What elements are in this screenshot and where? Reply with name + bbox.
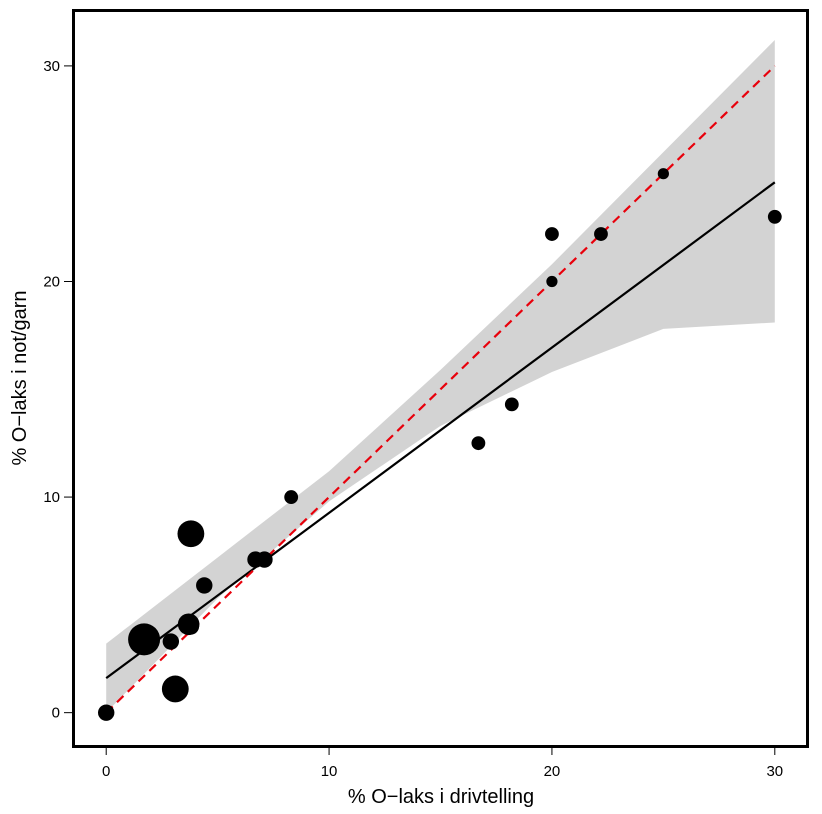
data-point (471, 436, 486, 451)
data-point (98, 704, 115, 721)
data-point (767, 209, 782, 224)
data-point (177, 520, 205, 548)
x-tick-label: 10 (321, 763, 338, 780)
data-point (504, 397, 519, 412)
confidence-band-layer (106, 40, 775, 713)
data-point (657, 168, 669, 180)
identity-line (105, 65, 776, 714)
data-point (256, 551, 273, 568)
axes-layer: 0 10 20 30 0 10 20 30 (43, 58, 783, 780)
y-tick-label: 0 (52, 705, 60, 722)
data-point (545, 227, 559, 241)
lines-layer (105, 65, 776, 714)
x-tick-label: 0 (102, 763, 110, 780)
data-point (546, 275, 558, 288)
data-point (162, 633, 180, 650)
confidence-band (106, 40, 775, 713)
y-axis-title: % O−laks i not/garn (9, 290, 31, 465)
regression-line (105, 181, 776, 680)
data-point (196, 577, 213, 594)
data-point (128, 623, 161, 656)
data-point (284, 490, 299, 504)
data-point (161, 675, 189, 703)
points-layer (98, 168, 782, 721)
x-tick-label: 20 (544, 763, 561, 780)
data-point (594, 227, 608, 241)
x-tick-label: 30 (766, 763, 783, 780)
plot-frame (72, 9, 809, 748)
y-tick-label: 10 (43, 489, 60, 506)
y-tick-label: 20 (43, 273, 60, 290)
x-axis-title: % O−laks i drivtelling (348, 786, 534, 808)
data-point (182, 618, 200, 635)
y-tick-label: 30 (43, 58, 60, 75)
